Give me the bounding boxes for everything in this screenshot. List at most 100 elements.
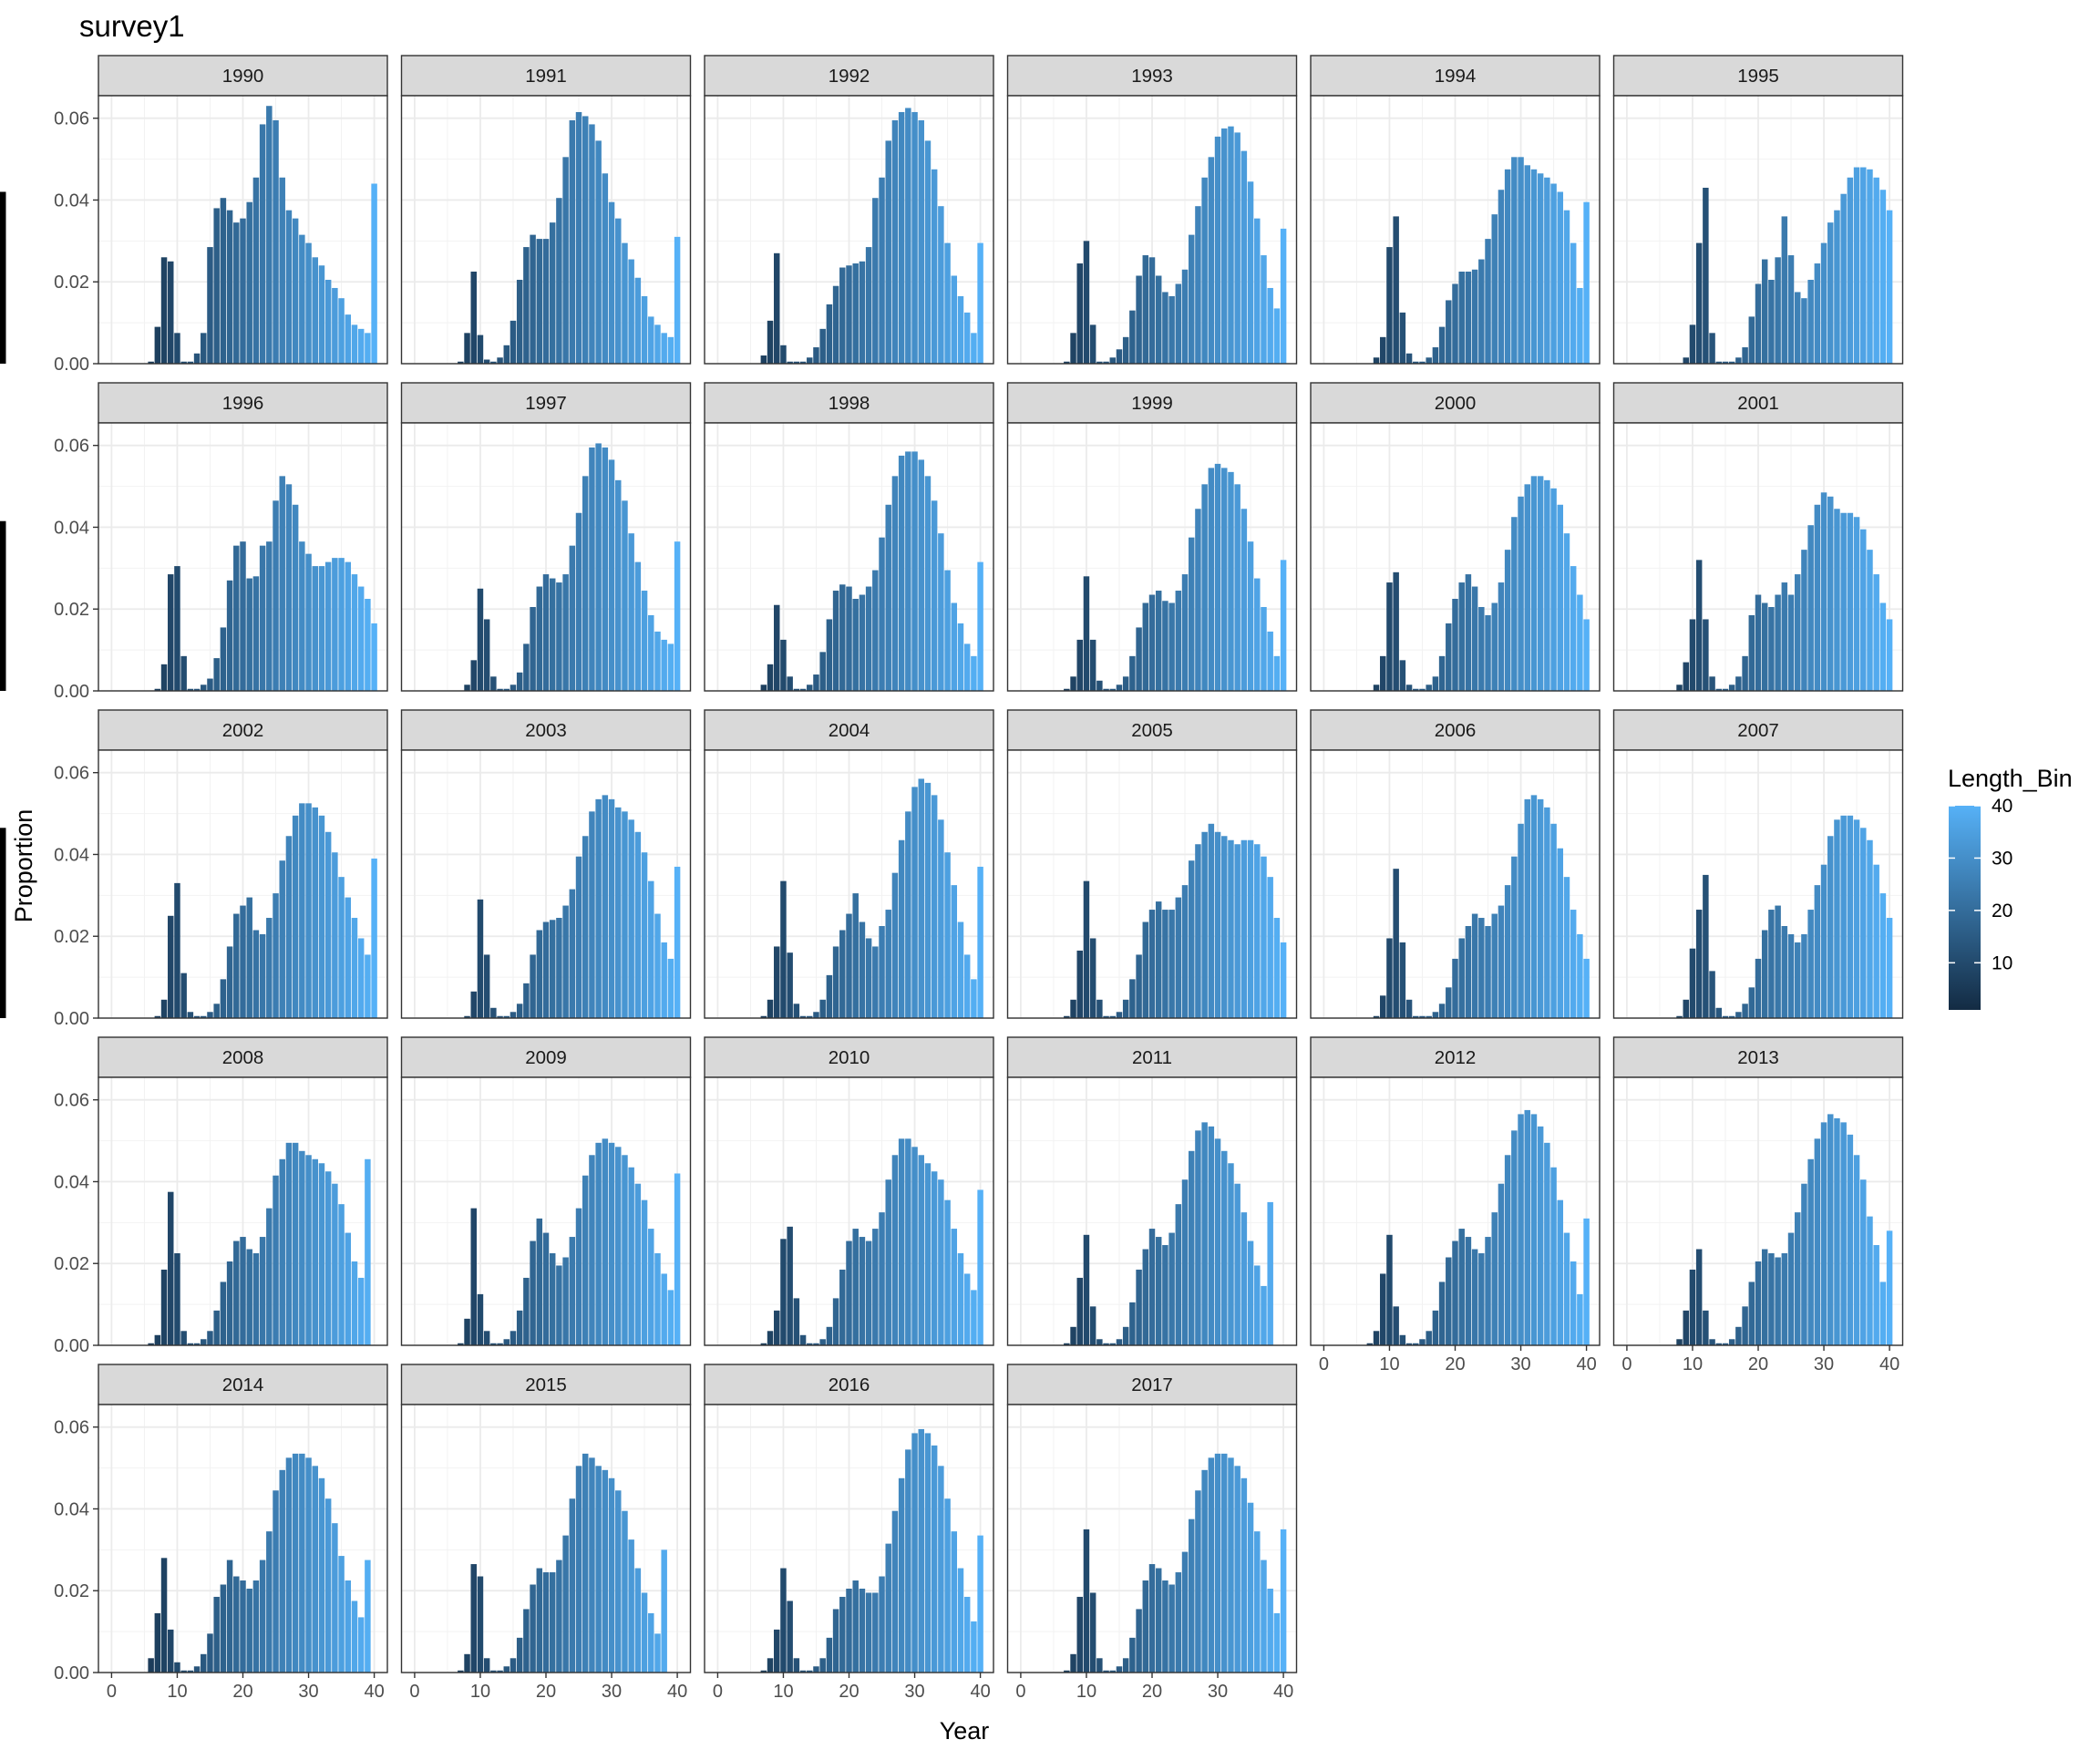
x-tick-label: 20	[536, 1682, 556, 1702]
bar	[819, 652, 826, 691]
bar	[898, 1138, 905, 1345]
bar	[1136, 1269, 1142, 1345]
bar	[1695, 910, 1703, 1018]
bar	[1089, 1592, 1096, 1673]
bar	[470, 1208, 477, 1345]
bar	[911, 1147, 918, 1345]
bar	[1373, 1331, 1380, 1345]
bar	[536, 1218, 543, 1345]
bar	[852, 893, 859, 1018]
bar	[536, 586, 543, 691]
bar	[1722, 1343, 1729, 1345]
bar	[523, 643, 530, 691]
bar	[0, 831, 6, 1018]
bar	[595, 1466, 602, 1673]
bar	[562, 574, 569, 691]
bar	[536, 239, 543, 364]
legend-tick-label: 30	[1992, 848, 2012, 869]
bar	[1840, 1122, 1847, 1345]
bar	[1834, 1117, 1840, 1345]
bar	[365, 1560, 371, 1673]
x-tick-label: 10	[1683, 1354, 1703, 1374]
bar	[220, 198, 227, 364]
bar	[266, 1531, 273, 1673]
bar	[628, 819, 634, 1018]
bar	[1261, 255, 1267, 364]
bar	[220, 1584, 227, 1673]
bar	[1478, 1253, 1485, 1345]
bar	[1879, 190, 1887, 364]
bar	[299, 1150, 305, 1345]
bar	[608, 201, 615, 364]
x-tick-label: 0	[1319, 1354, 1329, 1374]
bar	[1860, 529, 1867, 691]
x-tick-label: 30	[602, 1682, 622, 1702]
facet-panel: 2011	[1006, 1036, 1298, 1346]
bar	[273, 119, 279, 364]
bar	[556, 198, 562, 364]
bar	[661, 1549, 667, 1673]
bar	[490, 1670, 497, 1673]
bar	[458, 1670, 464, 1673]
bar	[1405, 1343, 1413, 1345]
bar	[918, 1155, 924, 1345]
bar	[595, 140, 602, 364]
bar	[174, 1253, 180, 1345]
bar	[542, 239, 550, 364]
legend-tick-label: 10	[1992, 952, 2012, 973]
bar	[865, 586, 872, 691]
bar	[1168, 1584, 1175, 1673]
bar	[240, 218, 246, 364]
bar	[865, 938, 872, 1018]
bar	[562, 1535, 569, 1673]
bar	[1537, 1126, 1544, 1345]
x-tick-label: 10	[167, 1682, 187, 1702]
legend-colorbar	[1949, 806, 1981, 1010]
bar	[608, 459, 615, 691]
facet-strip	[704, 55, 994, 97]
bar	[813, 347, 819, 364]
bar	[187, 688, 194, 691]
bar	[813, 674, 819, 691]
bar	[523, 983, 530, 1018]
facet-strip	[98, 709, 388, 751]
y-tick-label: 0.02	[54, 273, 89, 293]
bar	[562, 1257, 569, 1345]
bar	[1807, 910, 1814, 1018]
bar	[292, 1142, 299, 1345]
bar	[233, 545, 240, 691]
facet-panel: 2010	[704, 1036, 994, 1346]
bar	[542, 921, 550, 1018]
bar	[1537, 173, 1544, 364]
bar	[312, 807, 318, 1018]
bar	[872, 946, 879, 1018]
bar	[1419, 361, 1426, 364]
bar	[510, 1658, 517, 1673]
bar	[951, 275, 958, 364]
facet-strip	[704, 1036, 994, 1078]
facet-panel: 2014 0.00 0.02 0.04 0.06 0 10 20 30 40	[54, 1364, 388, 1702]
bar	[357, 938, 365, 1018]
bar	[1814, 1138, 1821, 1345]
bar	[503, 345, 510, 364]
facet-strip	[1612, 55, 1904, 97]
bar	[846, 1240, 852, 1345]
bar	[1446, 623, 1452, 691]
facet-panel: 2002 0.00 0.02 0.04 0.06	[54, 709, 388, 1029]
x-tick-label: 20	[1748, 1354, 1768, 1374]
bar	[760, 685, 767, 691]
bar	[1234, 1183, 1240, 1345]
bar	[780, 880, 787, 1018]
bar	[233, 1576, 240, 1673]
bar	[977, 1535, 983, 1673]
bar	[1432, 1012, 1439, 1018]
bar	[648, 880, 654, 1018]
bar	[1683, 357, 1689, 364]
bar	[477, 335, 484, 364]
bar	[292, 218, 299, 364]
bar	[1175, 591, 1182, 691]
bar	[661, 333, 667, 364]
bar	[1755, 594, 1762, 691]
bar	[1280, 560, 1287, 691]
